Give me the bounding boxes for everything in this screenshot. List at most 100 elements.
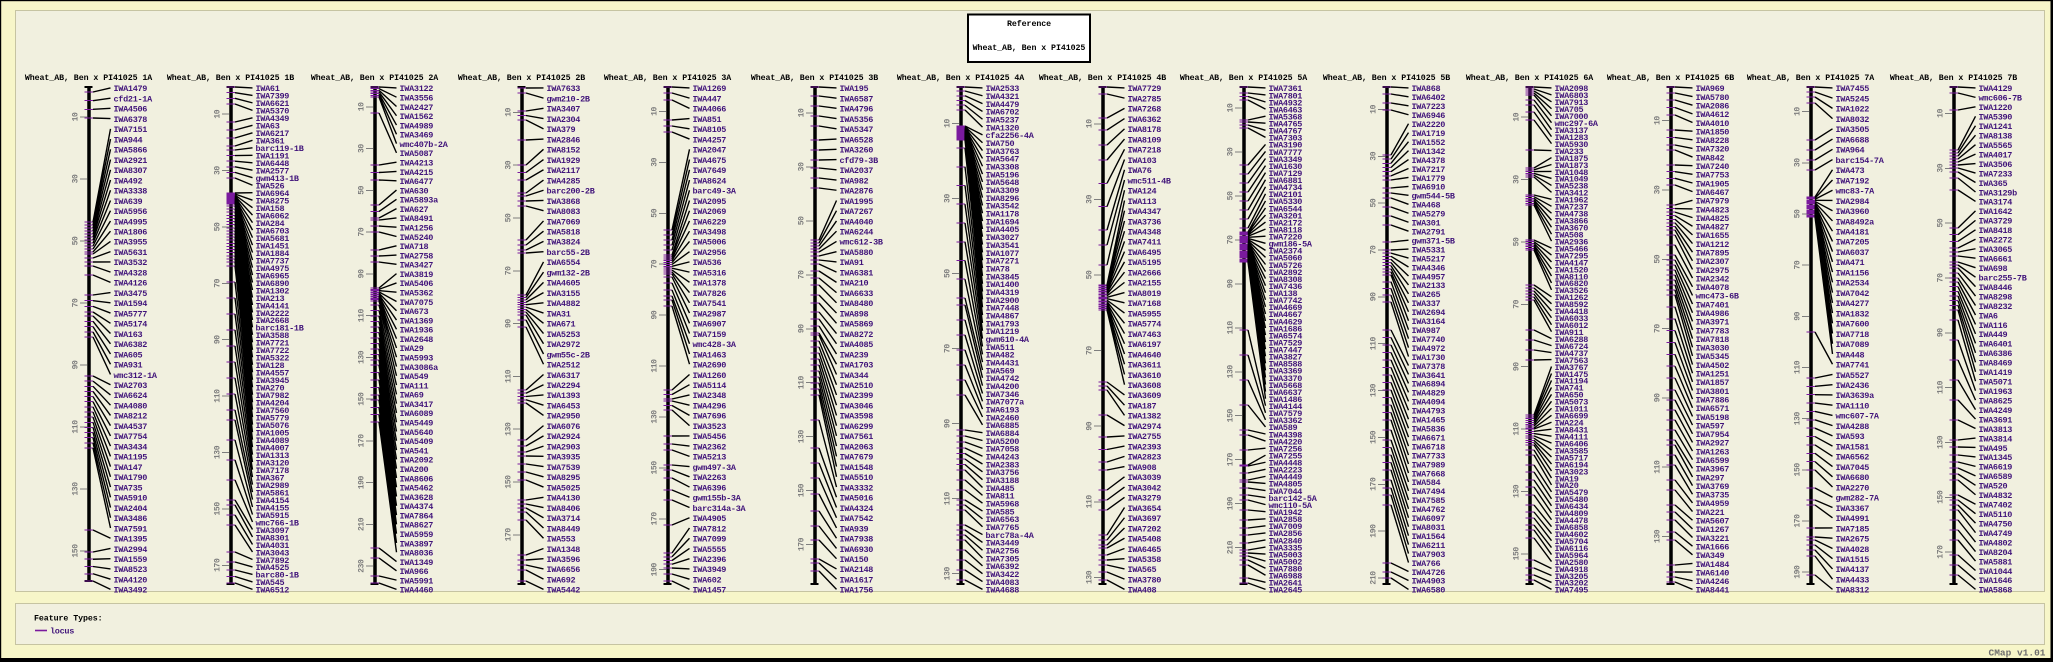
svg-text:IWA1345: IWA1345 xyxy=(1979,453,2013,463)
svg-text:IWA2690: IWA2690 xyxy=(693,361,727,371)
svg-text:IWA8178: IWA8178 xyxy=(1128,125,1162,135)
svg-text:IWA2270: IWA2270 xyxy=(1836,483,1870,493)
svg-text:IWA4347: IWA4347 xyxy=(1128,207,1162,217)
svg-text:IWA3949: IWA3949 xyxy=(693,565,727,575)
svg-text:70: 70 xyxy=(1513,299,1522,308)
svg-text:locus: locus xyxy=(50,627,74,637)
svg-text:50: 50 xyxy=(1086,270,1095,279)
svg-text:IWA5869: IWA5869 xyxy=(840,320,874,330)
svg-text:IWA4137: IWA4137 xyxy=(1836,565,1870,575)
svg-text:IWA1703: IWA1703 xyxy=(840,361,874,371)
svg-text:IWA3955: IWA3955 xyxy=(114,238,148,248)
svg-text:IWA5510: IWA5510 xyxy=(840,473,874,483)
svg-text:IWA2117: IWA2117 xyxy=(547,166,581,176)
svg-text:50: 50 xyxy=(72,236,81,245)
svg-text:50: 50 xyxy=(358,185,367,194)
svg-text:IWA4130: IWA4130 xyxy=(547,494,581,504)
svg-text:gwm210-2B: gwm210-2B xyxy=(547,94,590,104)
svg-text:IWA7089: IWA7089 xyxy=(1836,340,1870,350)
svg-text:IWA1832: IWA1832 xyxy=(1836,309,1870,319)
svg-text:70: 70 xyxy=(798,270,807,279)
svg-text:IWA2924: IWA2924 xyxy=(547,432,581,442)
svg-text:IWA2675: IWA2675 xyxy=(1836,535,1870,545)
svg-text:130: 130 xyxy=(214,445,223,459)
svg-text:IWA2069: IWA2069 xyxy=(693,207,727,217)
svg-text:Wheat_AB, Ben x PI41025 4A: Wheat_AB, Ben x PI41025 4A xyxy=(897,73,1024,83)
svg-text:IWA2972: IWA2972 xyxy=(547,340,581,350)
svg-text:130: 130 xyxy=(72,482,81,496)
svg-text:230: 230 xyxy=(358,559,367,573)
svg-text:50: 50 xyxy=(1937,218,1946,227)
svg-text:IWA7159: IWA7159 xyxy=(693,330,727,340)
svg-text:110: 110 xyxy=(1937,380,1946,394)
svg-text:gwm282-7A: gwm282-7A xyxy=(1836,494,1880,504)
svg-text:IWA195: IWA195 xyxy=(840,84,869,94)
svg-text:IWA76: IWA76 xyxy=(1128,166,1152,176)
svg-text:210: 210 xyxy=(1227,540,1236,554)
svg-text:110: 110 xyxy=(798,376,807,390)
svg-text:IWA2155: IWA2155 xyxy=(1128,279,1162,289)
svg-text:IWA1756: IWA1756 xyxy=(840,586,874,596)
svg-text:IWA6362: IWA6362 xyxy=(1128,115,1162,125)
svg-text:IWA2984: IWA2984 xyxy=(1836,197,1870,207)
svg-text:IWA187: IWA187 xyxy=(1128,402,1157,412)
svg-text:IWA6465: IWA6465 xyxy=(1128,545,1162,555)
svg-text:70: 70 xyxy=(651,259,660,268)
svg-text:IWA536: IWA536 xyxy=(693,258,722,268)
svg-text:IWA1463: IWA1463 xyxy=(693,350,727,360)
svg-text:10: 10 xyxy=(1794,107,1803,116)
svg-text:130: 130 xyxy=(358,350,367,364)
svg-text:IWA1790: IWA1790 xyxy=(114,473,148,483)
svg-text:IWA944: IWA944 xyxy=(114,135,143,145)
svg-text:IWA6661: IWA6661 xyxy=(1979,255,2013,265)
svg-text:IWA3039: IWA3039 xyxy=(1128,473,1162,483)
svg-text:IWA2987: IWA2987 xyxy=(693,309,727,319)
svg-text:Wheat_AB, Ben x PI41025 2A: Wheat_AB, Ben x PI41025 2A xyxy=(311,73,438,83)
svg-text:170: 170 xyxy=(1227,453,1236,467)
svg-text:IWA91: IWA91 xyxy=(840,258,864,268)
svg-text:70: 70 xyxy=(214,278,223,287)
svg-text:IWA1348: IWA1348 xyxy=(547,545,581,555)
svg-text:IWA2063: IWA2063 xyxy=(840,442,874,452)
svg-text:IWA1515: IWA1515 xyxy=(1836,555,1870,565)
svg-text:IWA3824: IWA3824 xyxy=(547,238,581,248)
svg-text:50: 50 xyxy=(1513,237,1522,246)
svg-text:IWA3279: IWA3279 xyxy=(1128,494,1162,504)
svg-text:90: 90 xyxy=(1086,421,1095,430)
svg-text:IWA4433: IWA4433 xyxy=(1836,576,1870,586)
svg-text:barc255-7B: barc255-7B xyxy=(1979,273,2027,283)
svg-text:70: 70 xyxy=(1086,346,1095,355)
svg-text:IWA3609: IWA3609 xyxy=(1128,391,1162,401)
svg-text:10: 10 xyxy=(505,107,514,116)
svg-text:IWA3714: IWA3714 xyxy=(547,514,581,524)
svg-text:90: 90 xyxy=(651,310,660,319)
svg-text:150: 150 xyxy=(505,475,514,489)
svg-text:CMap v1.01: CMap v1.01 xyxy=(1989,648,2046,659)
svg-text:IWA4506: IWA4506 xyxy=(114,105,148,115)
svg-text:IWA2534: IWA2534 xyxy=(1836,279,1870,289)
svg-text:IWA1559: IWA1559 xyxy=(114,555,148,565)
svg-text:IWA5866: IWA5866 xyxy=(114,146,148,156)
svg-text:IWA447: IWA447 xyxy=(693,94,722,104)
svg-text:IWA4688: IWA4688 xyxy=(986,586,1020,596)
svg-text:IWA4040: IWA4040 xyxy=(840,217,874,227)
svg-text:IWA3814: IWA3814 xyxy=(1979,434,2013,444)
svg-text:10: 10 xyxy=(1370,104,1379,113)
svg-text:30: 30 xyxy=(505,160,514,169)
svg-text:130: 130 xyxy=(1794,411,1803,425)
svg-text:IWA7168: IWA7168 xyxy=(1128,299,1162,309)
svg-text:110: 110 xyxy=(214,389,223,403)
svg-text:IWA2823: IWA2823 xyxy=(1128,453,1162,463)
svg-text:IWA4640: IWA4640 xyxy=(1128,350,1162,360)
svg-text:IWA1581: IWA1581 xyxy=(1836,442,1870,452)
svg-text:190: 190 xyxy=(1370,524,1379,538)
svg-text:IWA6229: IWA6229 xyxy=(693,217,727,227)
svg-text:IWA492: IWA492 xyxy=(114,176,143,186)
svg-text:130: 130 xyxy=(944,567,953,581)
svg-text:IWA6317: IWA6317 xyxy=(547,371,581,381)
svg-text:30: 30 xyxy=(1654,185,1663,194)
svg-text:IWA2950: IWA2950 xyxy=(547,412,581,422)
svg-text:Wheat_AB, Ben x PI41025 6B: Wheat_AB, Ben x PI41025 6B xyxy=(1607,73,1734,83)
svg-text:IWA7069: IWA7069 xyxy=(547,217,581,227)
svg-text:Wheat_AB, Ben x PI41025 5A: Wheat_AB, Ben x PI41025 5A xyxy=(1180,73,1307,83)
